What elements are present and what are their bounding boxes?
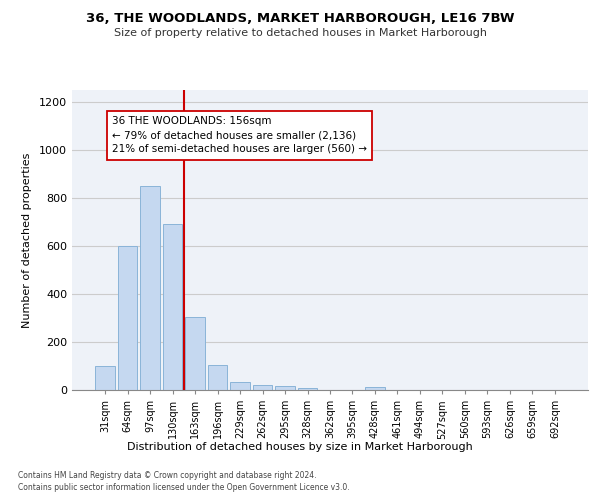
Bar	[185, 317, 205, 390]
Bar	[163, 224, 182, 390]
Bar	[95, 366, 115, 390]
Text: Contains HM Land Registry data © Crown copyright and database right 2024.: Contains HM Land Registry data © Crown c…	[18, 470, 317, 480]
Bar	[208, 365, 227, 390]
Bar	[230, 382, 250, 390]
Bar	[140, 186, 160, 390]
Bar	[253, 384, 272, 390]
Text: Contains public sector information licensed under the Open Government Licence v3: Contains public sector information licen…	[18, 483, 350, 492]
Text: 36 THE WOODLANDS: 156sqm
← 79% of detached houses are smaller (2,136)
21% of sem: 36 THE WOODLANDS: 156sqm ← 79% of detach…	[112, 116, 367, 154]
Bar	[118, 246, 137, 390]
Bar	[365, 387, 385, 390]
Bar	[275, 386, 295, 390]
Bar	[298, 388, 317, 390]
Text: Distribution of detached houses by size in Market Harborough: Distribution of detached houses by size …	[127, 442, 473, 452]
Y-axis label: Number of detached properties: Number of detached properties	[22, 152, 32, 328]
Text: 36, THE WOODLANDS, MARKET HARBOROUGH, LE16 7BW: 36, THE WOODLANDS, MARKET HARBOROUGH, LE…	[86, 12, 514, 26]
Text: Size of property relative to detached houses in Market Harborough: Size of property relative to detached ho…	[113, 28, 487, 38]
